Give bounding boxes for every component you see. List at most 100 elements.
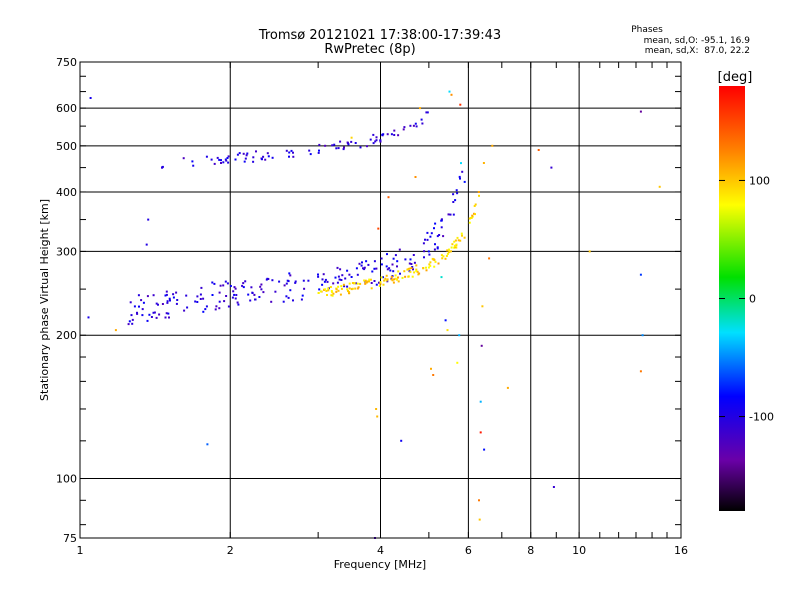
data-point <box>379 281 382 284</box>
data-point <box>235 294 238 296</box>
data-point <box>440 254 443 257</box>
data-point <box>373 260 376 263</box>
data-point <box>114 329 117 332</box>
data-point <box>428 253 431 256</box>
data-point <box>388 267 391 270</box>
y-tick-labels: 75 100 200 300 400 500 600 750 <box>56 56 77 545</box>
data-point <box>373 280 376 282</box>
data-point <box>379 282 382 285</box>
data-point <box>186 306 189 309</box>
data-point <box>218 300 221 303</box>
data-point <box>324 144 327 147</box>
data-point <box>205 305 208 308</box>
data-point <box>393 278 396 281</box>
data-point <box>452 193 455 196</box>
data-point <box>331 291 334 294</box>
data-point <box>456 236 459 239</box>
data-point <box>202 310 205 313</box>
data-point <box>403 270 406 273</box>
data-point <box>415 125 418 128</box>
data-point <box>210 158 213 161</box>
data-point <box>327 287 330 290</box>
data-point <box>438 234 441 236</box>
data-point <box>418 272 421 275</box>
data-point <box>337 289 340 292</box>
data-point <box>364 282 367 285</box>
data-point <box>89 97 92 99</box>
data-point <box>375 139 378 142</box>
data-point <box>363 268 366 271</box>
data-point <box>427 250 430 253</box>
data-point <box>377 227 380 230</box>
data-point <box>641 334 644 337</box>
data-point <box>376 415 379 418</box>
data-point <box>250 286 253 289</box>
data-point <box>384 277 387 280</box>
data-point <box>373 267 376 270</box>
data-point <box>355 267 358 270</box>
x-tick-label: 4 <box>377 544 384 557</box>
data-point <box>288 151 291 154</box>
data-point <box>474 203 477 206</box>
data-point <box>436 247 439 250</box>
data-point <box>397 270 400 273</box>
data-point <box>136 312 139 315</box>
data-point <box>225 159 228 162</box>
data-point <box>340 285 343 288</box>
data-point <box>473 205 476 207</box>
data-point <box>419 107 421 110</box>
data-point <box>222 161 225 164</box>
y-tick-label: 600 <box>56 102 77 115</box>
data-point <box>152 311 155 314</box>
data-point <box>339 268 342 271</box>
data-point <box>430 367 432 370</box>
data-point <box>215 305 218 308</box>
data-point <box>389 269 392 272</box>
data-point <box>432 258 435 261</box>
data-point <box>338 278 341 281</box>
data-point <box>294 281 297 284</box>
data-point <box>196 301 199 303</box>
data-point <box>407 275 410 278</box>
data-point <box>138 305 140 308</box>
data-point <box>348 292 351 295</box>
data-point <box>318 143 321 146</box>
data-point <box>216 156 219 159</box>
data-point <box>331 144 334 147</box>
data-point <box>454 239 457 242</box>
data-point <box>354 142 357 144</box>
data-point <box>270 300 273 303</box>
data-point <box>446 329 449 332</box>
data-point <box>199 298 202 300</box>
data-point <box>175 291 178 294</box>
data-point <box>380 276 383 279</box>
data-point <box>440 219 443 222</box>
data-point <box>478 499 480 502</box>
data-point <box>260 283 263 286</box>
data-point <box>158 313 161 316</box>
data-point <box>337 275 340 278</box>
data-point <box>168 297 171 300</box>
data-point <box>440 218 443 221</box>
data-point <box>164 294 167 297</box>
data-point <box>444 319 447 322</box>
data-point <box>262 291 265 294</box>
data-point <box>481 305 484 308</box>
data-point <box>434 222 437 225</box>
data-point <box>335 288 338 291</box>
data-point <box>146 319 149 322</box>
data-point <box>130 314 133 317</box>
data-point <box>264 158 267 161</box>
data-point <box>262 155 265 158</box>
data-point <box>165 312 168 315</box>
data-point <box>425 111 428 114</box>
data-point <box>404 258 407 261</box>
data-point <box>226 157 229 159</box>
data-point <box>375 136 378 139</box>
data-point <box>168 316 170 319</box>
data-point <box>271 156 274 159</box>
data-point <box>382 276 384 279</box>
data-point <box>448 90 451 93</box>
data-point <box>259 285 262 288</box>
data-point <box>258 296 261 298</box>
